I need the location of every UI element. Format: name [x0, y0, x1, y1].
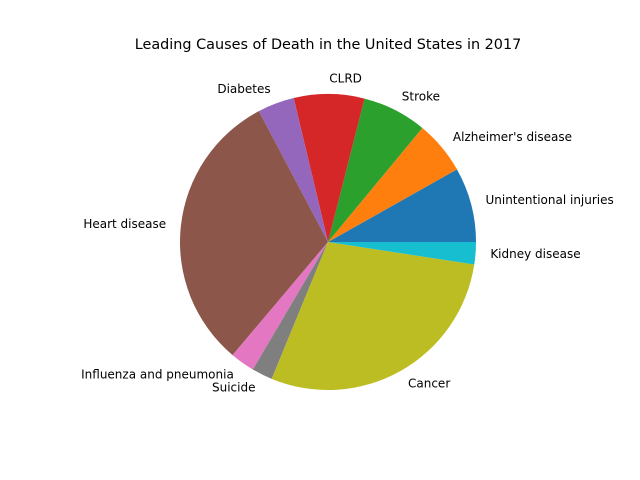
pie-slice-kidney-disease	[328, 242, 476, 265]
pie-label-alzheimer-s-disease: Alzheimer's disease	[453, 130, 572, 144]
pie-slice-unintentional-injuries	[328, 169, 476, 242]
chart-title: Leading Causes of Death in the United St…	[135, 37, 522, 53]
pie-slice-cancer	[271, 242, 475, 390]
pie-slice-alzheimer-s-disease	[328, 127, 457, 242]
pie-slices	[179, 93, 476, 390]
pie-labels: Unintentional injuries Alzheimer's diseas…	[81, 72, 614, 395]
pie-slice-influenza-and-pneumonia	[232, 242, 328, 370]
pie-label-unintentional-injuries: Unintentional injuries	[485, 193, 613, 207]
pie-label-cancer: Cancer	[408, 376, 450, 390]
pie-label-heart-disease: Heart disease	[83, 217, 166, 231]
pie-label-diabetes: Diabetes	[217, 82, 270, 96]
pie-label-suicide: Suicide	[212, 380, 256, 394]
pie-slice-clrd	[293, 93, 365, 242]
pie-label-influenza-and-pneumonia: Influenza and pneumonia	[81, 367, 234, 381]
pie-slice-suicide	[252, 242, 328, 379]
pie-label-kidney-disease: Kidney disease	[490, 247, 580, 261]
pie-label-stroke: Stroke	[402, 89, 440, 103]
pie-label-clrd: CLRD	[329, 72, 362, 86]
pie-slice-stroke	[328, 98, 423, 242]
pie-slice-diabetes	[258, 98, 328, 242]
pie-slice-heart-disease	[179, 111, 328, 356]
